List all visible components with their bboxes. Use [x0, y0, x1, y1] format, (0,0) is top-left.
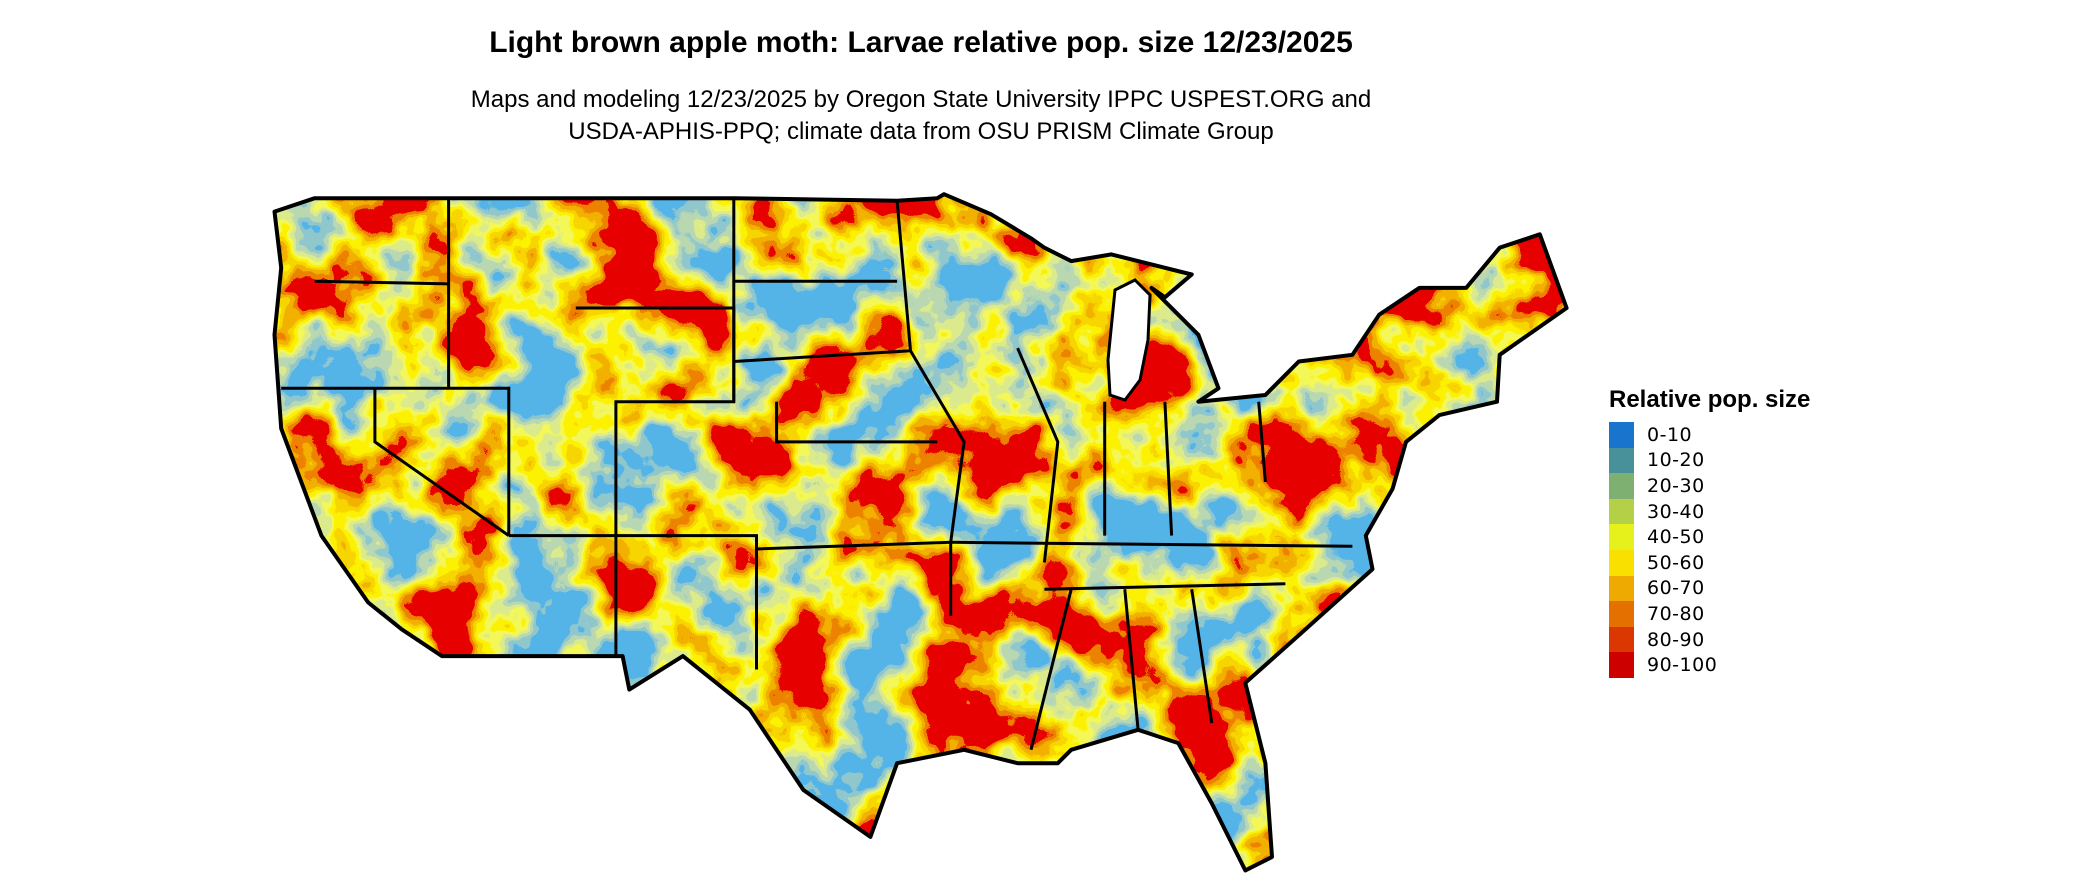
- subtitle-line-2: USDA-APHIS-PPQ; climate data from OSU PR…: [568, 118, 1274, 145]
- legend-label: 40-50: [1647, 526, 1705, 549]
- legend-label: 90-100: [1647, 654, 1718, 677]
- state-border: [775, 401, 938, 444]
- legend-swatch: [1609, 473, 1634, 499]
- legend-item: 70-80: [1609, 601, 1810, 627]
- subtitle-line-1: Maps and modeling 12/23/2025 by Oregon S…: [470, 86, 1372, 113]
- legend: Relative pop. size 0-10 10-20 20-30 30-40 40…: [1609, 386, 1810, 678]
- state-border: [1016, 347, 1060, 563]
- legend-swatch: [1609, 422, 1634, 448]
- legend-swatch: [1609, 626, 1634, 653]
- legend-item: 90-100: [1609, 652, 1810, 678]
- legend-label: 70-80: [1647, 602, 1705, 625]
- us-outline: [272, 192, 1569, 873]
- legend-swatch: [1609, 498, 1634, 525]
- legend-swatch: [1609, 601, 1634, 627]
- legend-label: 0-10: [1647, 423, 1693, 446]
- state-border: [1029, 588, 1073, 751]
- legend-swatch: [1609, 652, 1634, 678]
- population-raster: [274, 194, 1567, 871]
- legend-item: 80-90: [1609, 626, 1810, 653]
- state-borders: [281, 198, 1353, 751]
- legend-swatch: [1609, 524, 1634, 550]
- state-border: [1123, 589, 1140, 730]
- state-border: [1190, 588, 1214, 724]
- legend-label: 10-20: [1647, 449, 1705, 472]
- state-border: [1163, 401, 1174, 536]
- state-border: [1044, 582, 1286, 591]
- legend-title: Relative pop. size: [1609, 386, 1811, 413]
- state-border: [281, 386, 511, 536]
- legend-item: 20-30: [1609, 473, 1810, 499]
- legend-item: 60-70: [1609, 575, 1810, 602]
- legend-label: 80-90: [1647, 628, 1705, 651]
- legend-swatch: [1609, 447, 1634, 474]
- legend-swatch: [1609, 575, 1634, 602]
- state-border: [950, 540, 1353, 548]
- state-border: [733, 349, 911, 363]
- lake-michigan: [1106, 278, 1152, 402]
- legend-label: 30-40: [1647, 500, 1705, 523]
- legend-item: 50-60: [1609, 549, 1810, 576]
- legend-label: 20-30: [1647, 474, 1705, 497]
- legend-item: 0-10: [1609, 422, 1810, 448]
- legend-label: 50-60: [1647, 551, 1705, 574]
- legend-label: 60-70: [1647, 577, 1705, 600]
- legend-swatch: [1609, 549, 1634, 576]
- state-border: [1257, 401, 1267, 483]
- legend-item: 30-40: [1609, 498, 1810, 525]
- map-title: Light brown apple moth: Larvae relative …: [489, 26, 1353, 59]
- state-border: [895, 200, 966, 543]
- state-border: [373, 388, 510, 537]
- map-subtitle: Maps and modeling 12/23/2025 by Oregon S…: [0, 84, 1842, 148]
- state-border: [615, 534, 758, 670]
- legend-item: 40-50: [1609, 524, 1810, 550]
- legend-item: 10-20: [1609, 447, 1810, 474]
